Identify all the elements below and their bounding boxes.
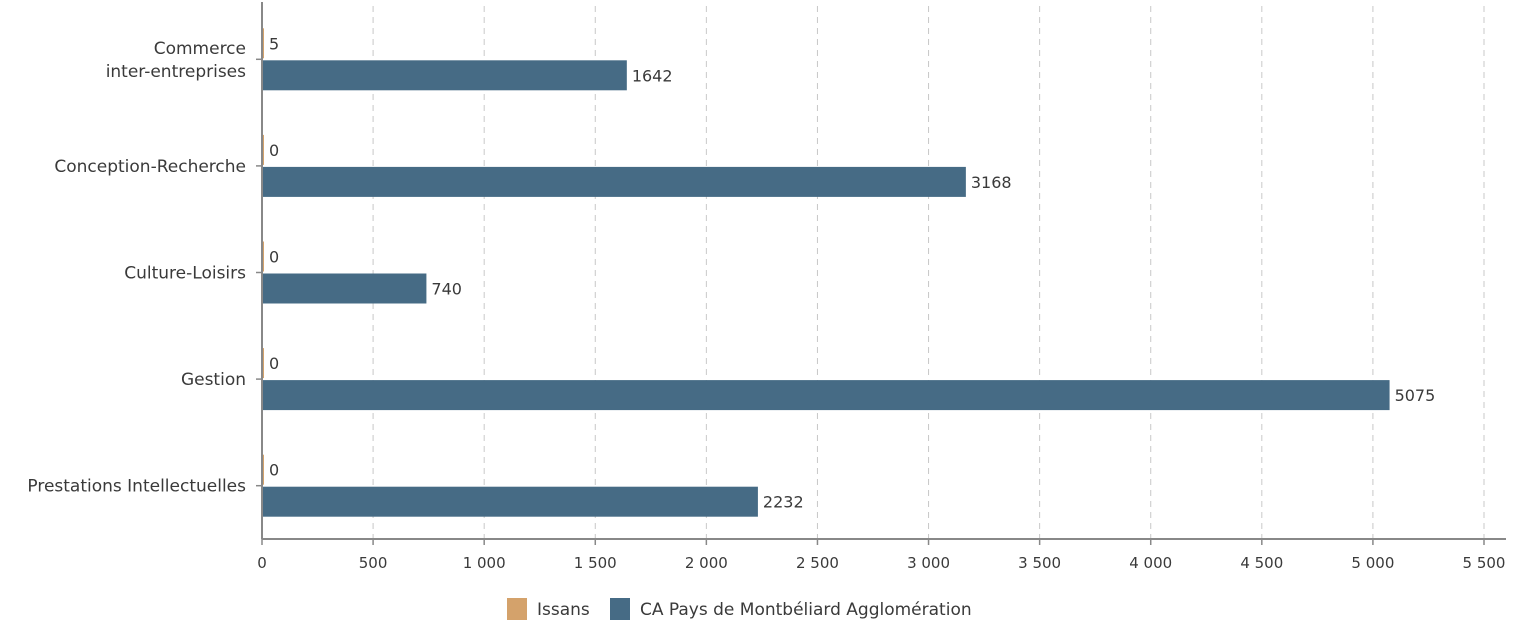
x-tick-label: 5 500 [1463,554,1506,572]
bars [262,28,1390,517]
data-label: 0 [269,141,279,160]
bar-ca-pays-montbeliard [262,273,427,304]
data-label: 5075 [1395,386,1436,405]
x-tick-label: 4 500 [1240,554,1283,572]
x-tick-label: 1 000 [463,554,506,572]
x-tick-label: 5 000 [1351,554,1394,572]
data-label: 5 [269,34,279,53]
category-label: Culture-Loisirs [124,264,246,284]
data-label: 0 [269,354,279,373]
category-label: Prestations Intellectuelles [27,477,246,497]
bar-ca-pays-montbeliard [262,486,758,517]
x-tick-labels: 0 500 1 000 1 500 2 000 2 500 3 000 3 500 4 000 4… [257,554,1505,572]
legend-label: CA Pays de Montbéliard Agglomération [640,600,972,620]
x-tick-label: 0 [257,554,267,572]
legend-swatch [507,598,527,620]
x-tick-label: 4 000 [1129,554,1172,572]
data-label: 740 [431,280,462,299]
category-label-line: Conception-Recherche [54,157,246,177]
category-label-line: inter-entreprises [106,62,246,82]
category-label-line: Culture-Loisirs [124,264,246,284]
category-label: Commerce inter-entreprises [106,39,246,82]
category-label: Gestion [181,370,246,390]
x-tick-label: 500 [359,554,388,572]
x-tick-label: 2 000 [685,554,728,572]
data-label: 2232 [763,493,804,512]
bar-ca-pays-montbeliard [262,166,966,197]
category-label: Conception-Recherche [54,157,246,177]
x-tick-label: 2 500 [796,554,839,572]
data-label: 0 [269,461,279,480]
x-tick-label: 1 500 [574,554,617,572]
data-label: 0 [269,248,279,267]
category-labels: Commerce inter-entreprises Conception-Rech… [27,39,246,497]
x-tick-label: 3 000 [907,554,950,572]
category-label-line: Commerce [154,39,246,59]
axes [256,2,1506,545]
data-label: 1642 [632,66,673,85]
x-tick-label: 3 500 [1018,554,1061,572]
bar-ca-pays-montbeliard [262,380,1390,411]
data-labels: 5 1642 0 3168 0 740 0 5075 0 2232 [269,34,1435,511]
data-label: 3168 [971,173,1012,192]
category-label-line: Prestations Intellectuelles [27,477,246,497]
category-label-line: Gestion [181,370,246,390]
bar-ca-pays-montbeliard [262,60,627,91]
legend-swatch [610,598,630,620]
grid-lines [372,6,1485,539]
legend: Issans CA Pays de Montbéliard Agglomérati… [507,598,972,620]
legend-label: Issans [537,600,590,620]
